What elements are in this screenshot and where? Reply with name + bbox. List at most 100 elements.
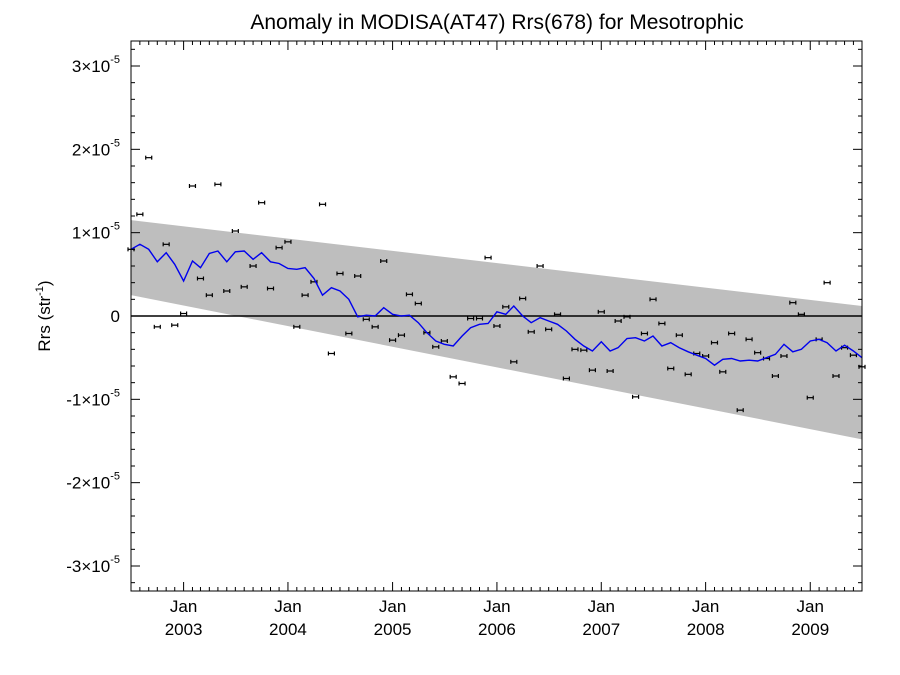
anomaly-point (266, 286, 275, 291)
anomaly-point (527, 329, 535, 334)
anomaly-point (536, 264, 544, 268)
anomaly-point (580, 348, 588, 353)
anomaly-points (127, 155, 866, 413)
anomaly-point (354, 274, 362, 278)
anomaly-point (188, 184, 197, 188)
anomaly-point (675, 333, 683, 338)
anomaly-point (736, 408, 744, 413)
anomaly-point (327, 351, 336, 356)
anomaly-point (214, 182, 222, 187)
anomaly-point (658, 321, 666, 326)
anomaly-point (145, 155, 153, 160)
anomaly-point (136, 212, 144, 217)
y-axis-ticks: 3×10-5 2×10-5 1×10-5 0 -1×10-5 -2×10-5 -3×10-5 (66, 48, 862, 584)
anomaly-point (667, 366, 675, 371)
anomaly-point (196, 276, 205, 281)
anomaly-point (631, 394, 640, 399)
anomaly-point (606, 369, 614, 373)
anomaly-point (162, 242, 170, 247)
anomaly-point (171, 323, 179, 328)
y-axis-label-sup: -1 (34, 286, 46, 296)
anomaly-point (362, 317, 370, 322)
smoothed-anomaly-line (130, 243, 863, 367)
anomaly-point (797, 312, 805, 317)
y-tick-label: 1×10-5 (72, 221, 120, 243)
anomaly-point (153, 324, 161, 329)
anomaly-point (484, 255, 492, 260)
y-tick-label: 0 (111, 307, 120, 326)
anomaly-point (405, 292, 414, 297)
x-tick-year: 2008 (687, 620, 725, 639)
x-tick-year: 2009 (791, 620, 829, 639)
anomaly-point (180, 311, 188, 316)
anomaly-point (249, 264, 257, 268)
anomaly-point (493, 324, 501, 328)
anomaly-point (440, 339, 448, 343)
anomaly-point (432, 344, 440, 349)
x-tick-year: 2003 (165, 620, 203, 639)
y-axis-label-text: Rrs (str (35, 296, 54, 352)
anomaly-point (397, 333, 406, 338)
x-tick-month: Jan (379, 597, 406, 616)
x-tick-year: 2004 (269, 620, 307, 639)
anomaly-point (728, 331, 736, 336)
anomaly-point (640, 331, 649, 336)
anomaly-point (301, 293, 309, 298)
anomaly-point (258, 200, 266, 205)
anomaly-point (780, 354, 788, 358)
y-axis-label-suffix: ) (35, 280, 54, 286)
anomaly-point (345, 331, 353, 336)
anomaly-point (597, 309, 605, 314)
anomaly-point (293, 324, 301, 329)
y-tick-label: -1×10-5 (66, 387, 120, 409)
y-axis-label: Rrs (str-1) (34, 280, 54, 351)
x-tick-month: Jan (797, 597, 824, 616)
anomaly-point (284, 239, 292, 244)
anomaly-point (806, 395, 814, 400)
anomaly-point (240, 284, 248, 289)
anomaly-point (745, 337, 753, 342)
anomaly-point (371, 324, 379, 329)
x-tick-month: Jan (483, 597, 510, 616)
anomaly-point (388, 338, 397, 343)
anomaly-point (649, 297, 657, 302)
anomaly-point (771, 374, 779, 378)
y-tick-label: 2×10-5 (72, 137, 120, 159)
plot-area: 3×10-5 2×10-5 1×10-5 0 -1×10-5 -2×10-5 -3×10-5… (66, 40, 866, 639)
anomaly-point (519, 296, 527, 301)
anomaly-point (553, 312, 562, 317)
anomaly-point (231, 229, 239, 233)
x-tick-month: Jan (170, 597, 197, 616)
anomaly-point (614, 319, 622, 323)
anomaly-point (562, 376, 570, 381)
anomaly-point (754, 350, 762, 355)
anomaly-point (458, 381, 466, 386)
anomaly-point (510, 359, 518, 364)
anomaly-point (318, 202, 327, 207)
anomaly-point (789, 300, 797, 305)
x-tick-year: 2006 (478, 620, 516, 639)
anomaly-point (205, 293, 213, 298)
confidence-band (131, 220, 862, 440)
anomaly-point (823, 280, 831, 285)
anomaly-point (684, 372, 692, 377)
anomaly-point (223, 289, 231, 293)
anomaly-point (588, 368, 597, 373)
x-tick-month: Jan (692, 597, 719, 616)
anomaly-point (449, 374, 457, 379)
x-axis-ticks: Jan 2003 Jan 2004 Jan 2005 Jan 2006 Jan 2007 Jan 20… (139, 41, 854, 639)
anomaly-point (832, 374, 840, 378)
anomaly-point (719, 369, 727, 374)
anomaly-point (475, 316, 484, 321)
x-tick-year: 2007 (582, 620, 620, 639)
anomaly-point (380, 259, 388, 263)
x-tick-year: 2005 (374, 620, 412, 639)
y-tick-label: 3×10-5 (72, 54, 120, 76)
anomaly-point (710, 340, 719, 345)
anomaly-point (502, 304, 510, 309)
chart-title: Anomaly in MODISA(AT47) Rrs(678) for Mes… (250, 11, 743, 34)
anomaly-point (467, 316, 475, 321)
anomaly-point (414, 301, 422, 306)
anomaly-point (545, 327, 553, 332)
